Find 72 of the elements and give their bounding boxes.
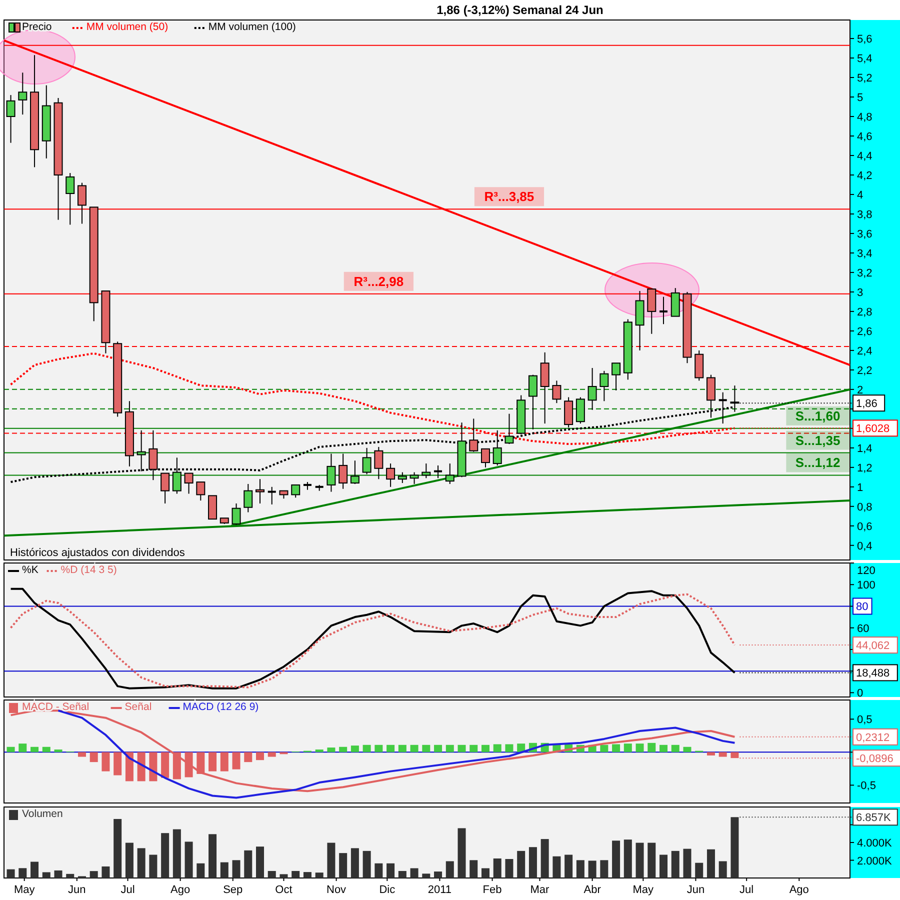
y-tick-label: 4,6: [857, 130, 872, 143]
y-tick-label: 0: [857, 688, 864, 700]
annotation: 18,488: [856, 668, 890, 680]
y-tick-label: 2,6: [857, 326, 872, 338]
y-tick-label: 5: [857, 92, 864, 104]
y-tick-label: 100: [857, 580, 876, 592]
y-tick-label: 60: [857, 622, 870, 635]
x-tick-label: Dic: [379, 884, 396, 896]
x-tick-label: Jul: [120, 884, 135, 896]
annotation: -0,0896: [856, 753, 894, 766]
y-tick-label: 2: [857, 384, 864, 396]
annotation: 44,062: [856, 640, 890, 652]
x-tick-label: Jun: [68, 884, 86, 896]
y-tick-label: 4,8: [857, 112, 872, 124]
y-tick-label: 0,8: [857, 501, 872, 514]
x-tick-label: Jul: [740, 884, 754, 896]
annotation: 1,6028: [856, 423, 890, 436]
legend-label: MACD (12 26 9): [182, 701, 259, 713]
annotation: S...1,35: [795, 432, 840, 448]
legend-label: MM volumen (50): [86, 21, 168, 33]
y-tick-label: 0,6: [857, 520, 872, 533]
y-tick-label: 4,4: [857, 150, 872, 162]
y-tick-label: 2,2: [857, 364, 872, 377]
legend-label: MM volumen (100): [208, 21, 296, 33]
annotation: 6.857K: [856, 812, 892, 824]
legend-label: %K: [22, 564, 38, 576]
y-tick-label: 5,2: [857, 72, 872, 85]
y-tick-label: -0,5: [857, 780, 876, 792]
ref-line-label: 80: [856, 601, 868, 614]
y-tick-label: 3: [857, 286, 864, 299]
y-tick-label: 3,2: [857, 267, 872, 280]
y-tick-label: 3,8: [857, 208, 872, 221]
annotation: 1,86: [856, 398, 878, 410]
x-tick-label: Feb: [482, 884, 502, 896]
y-tick-label: 1: [857, 482, 864, 494]
annotation: Históricos ajustados con dividendos: [10, 547, 186, 559]
y-tick-label: 2.000K: [857, 855, 893, 868]
y-tick-label: 1,4: [857, 442, 872, 455]
x-tick-label: May: [14, 884, 36, 896]
y-tick-label: 2,8: [857, 306, 872, 318]
annotation: S...1,60: [795, 408, 840, 424]
legend-label: %D (14 3 5): [60, 564, 117, 576]
x-tick-label: Ago: [170, 884, 190, 896]
y-tick-label: 0,4: [857, 540, 872, 552]
y-tick-label: 4: [857, 189, 864, 202]
x-tick-label: Abr: [584, 884, 602, 896]
y-tick-label: 4,2: [857, 170, 872, 182]
annotation: R³...2,98: [354, 274, 404, 289]
y-tick-label: 4.000K: [857, 838, 893, 850]
legend-label: Precio: [22, 21, 52, 33]
x-tick-label: May: [632, 884, 654, 896]
x-tick-label: Sep: [223, 884, 243, 896]
legend-label: Volumen: [22, 808, 64, 820]
x-tick-label: Jun: [686, 884, 705, 896]
y-tick-label: 3,6: [857, 228, 872, 240]
legend-label: Señal: [124, 701, 152, 713]
x-tick-label: Nov: [326, 884, 347, 896]
x-tick-label: 2011: [428, 884, 452, 896]
x-tick-label: Ago: [789, 884, 809, 896]
annotation: 0,2312: [856, 732, 890, 744]
y-tick-label: 120: [857, 565, 876, 577]
y-tick-label: 2,4: [857, 345, 872, 358]
y-tick-label: 3,4: [857, 248, 872, 260]
annotation: R³...3,85: [484, 189, 534, 204]
annotation: S...1,12: [795, 455, 840, 470]
x-tick-label: Mar: [530, 884, 550, 896]
y-tick-label: 5,4: [857, 53, 872, 66]
y-tick-label: 5,6: [857, 34, 872, 46]
x-tick-label: Oct: [275, 884, 292, 896]
y-tick-label: 0,5: [857, 714, 872, 726]
y-tick-label: 1,2: [857, 462, 872, 474]
chart-title: 1,86 (-3,12%) Semanal 24 Jun: [436, 3, 604, 17]
